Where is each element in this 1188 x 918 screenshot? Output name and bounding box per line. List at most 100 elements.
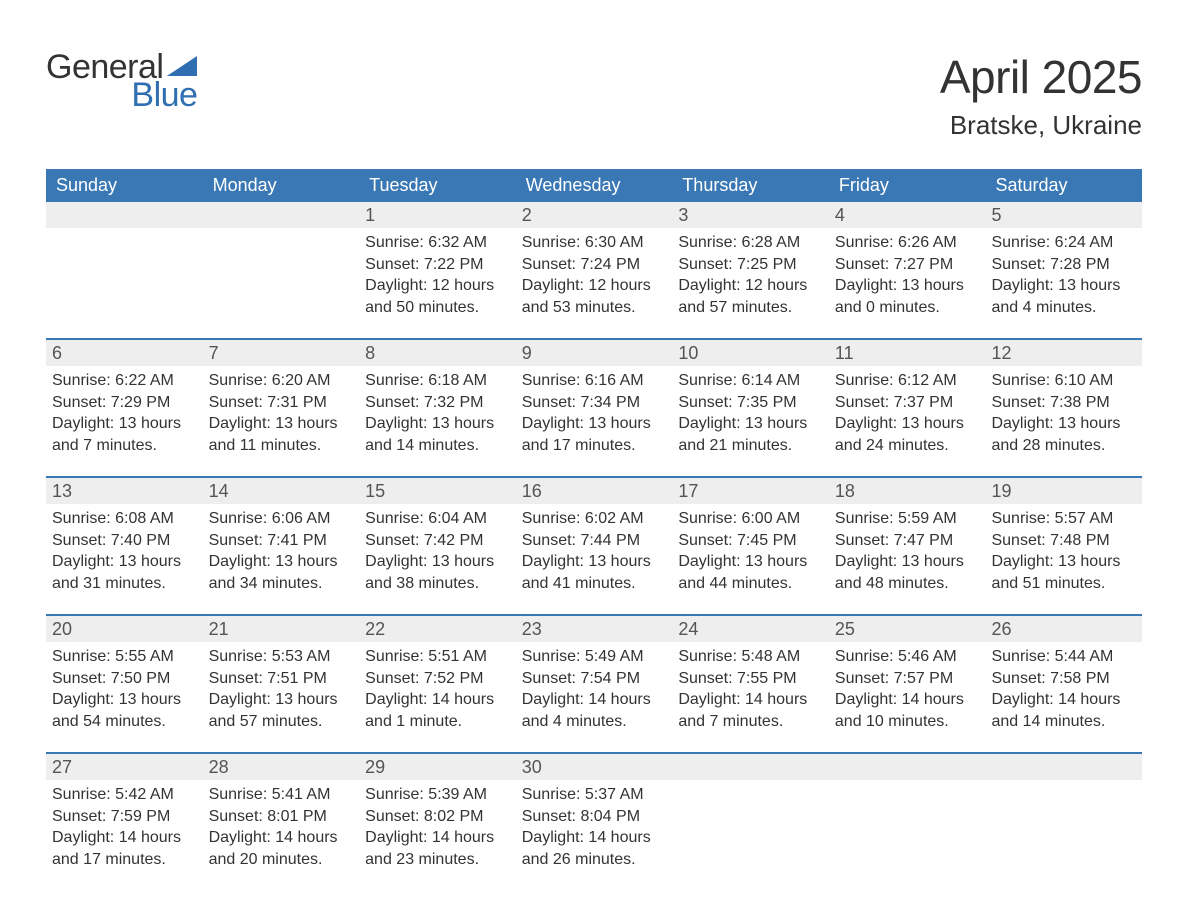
sunset-text: Sunset: 7:34 PM bbox=[522, 392, 667, 414]
day-number: 17 bbox=[672, 478, 829, 504]
day-cell: 19Sunrise: 5:57 AMSunset: 7:48 PMDayligh… bbox=[985, 478, 1142, 604]
day-body: Sunrise: 5:46 AMSunset: 7:57 PMDaylight:… bbox=[829, 642, 986, 742]
week-row: 1Sunrise: 6:32 AMSunset: 7:22 PMDaylight… bbox=[46, 202, 1142, 328]
day-body: Sunrise: 6:12 AMSunset: 7:37 PMDaylight:… bbox=[829, 366, 986, 466]
sunset-text: Sunset: 7:57 PM bbox=[835, 668, 980, 690]
page-header: General Blue April 2025 Bratske, Ukraine bbox=[46, 50, 1142, 141]
daylight-text: Daylight: 14 hours and 26 minutes. bbox=[522, 827, 667, 870]
day-cell bbox=[829, 754, 986, 880]
daylight-text: Daylight: 13 hours and 31 minutes. bbox=[52, 551, 197, 594]
day-body: Sunrise: 5:57 AMSunset: 7:48 PMDaylight:… bbox=[985, 504, 1142, 604]
sunrise-text: Sunrise: 6:08 AM bbox=[52, 508, 197, 530]
sunset-text: Sunset: 8:02 PM bbox=[365, 806, 510, 828]
daylight-text: Daylight: 14 hours and 20 minutes. bbox=[209, 827, 354, 870]
day-cell: 22Sunrise: 5:51 AMSunset: 7:52 PMDayligh… bbox=[359, 616, 516, 742]
day-body: Sunrise: 6:06 AMSunset: 7:41 PMDaylight:… bbox=[203, 504, 360, 604]
sunrise-text: Sunrise: 5:51 AM bbox=[365, 646, 510, 668]
sunset-text: Sunset: 7:27 PM bbox=[835, 254, 980, 276]
sunrise-text: Sunrise: 5:49 AM bbox=[522, 646, 667, 668]
day-number: 7 bbox=[203, 340, 360, 366]
day-number: 6 bbox=[46, 340, 203, 366]
day-cell: 2Sunrise: 6:30 AMSunset: 7:24 PMDaylight… bbox=[516, 202, 673, 328]
daylight-text: Daylight: 13 hours and 21 minutes. bbox=[678, 413, 823, 456]
day-body: Sunrise: 5:53 AMSunset: 7:51 PMDaylight:… bbox=[203, 642, 360, 742]
day-cell: 4 Sunrise: 6:26 AMSunset: 7:27 PMDaylight… bbox=[829, 202, 986, 328]
day-cell: 11Sunrise: 6:12 AMSunset: 7:37 PMDayligh… bbox=[829, 340, 986, 466]
day-body bbox=[985, 780, 1142, 880]
sunset-text: Sunset: 7:44 PM bbox=[522, 530, 667, 552]
sunrise-text: Sunrise: 6:22 AM bbox=[52, 370, 197, 392]
day-number: 2 bbox=[516, 202, 673, 228]
sunrise-text: Sunrise: 6:32 AM bbox=[365, 232, 510, 254]
daylight-text: Daylight: 13 hours and 24 minutes. bbox=[835, 413, 980, 456]
weekday-header: Tuesday bbox=[359, 169, 516, 202]
sunrise-text: Sunrise: 5:42 AM bbox=[52, 784, 197, 806]
day-number: 30 bbox=[516, 754, 673, 780]
sunrise-text: Sunrise: 6:26 AM bbox=[835, 232, 980, 254]
daylight-text: Daylight: 13 hours and 17 minutes. bbox=[522, 413, 667, 456]
weekday-header: Friday bbox=[829, 169, 986, 202]
sunset-text: Sunset: 7:54 PM bbox=[522, 668, 667, 690]
day-cell: 5Sunrise: 6:24 AMSunset: 7:28 PMDaylight… bbox=[985, 202, 1142, 328]
day-number: 20 bbox=[46, 616, 203, 642]
week-row: 6Sunrise: 6:22 AMSunset: 7:29 PMDaylight… bbox=[46, 338, 1142, 466]
day-cell: 6Sunrise: 6:22 AMSunset: 7:29 PMDaylight… bbox=[46, 340, 203, 466]
weekday-header: Thursday bbox=[672, 169, 829, 202]
daylight-text: Daylight: 13 hours and 4 minutes. bbox=[991, 275, 1136, 318]
sunset-text: Sunset: 7:55 PM bbox=[678, 668, 823, 690]
day-number: 29 bbox=[359, 754, 516, 780]
day-cell: 28Sunrise: 5:41 AMSunset: 8:01 PMDayligh… bbox=[203, 754, 360, 880]
sunrise-text: Sunrise: 5:41 AM bbox=[209, 784, 354, 806]
sunrise-text: Sunrise: 5:59 AM bbox=[835, 508, 980, 530]
day-body: Sunrise: 5:37 AMSunset: 8:04 PMDaylight:… bbox=[516, 780, 673, 880]
daylight-text: Daylight: 13 hours and 48 minutes. bbox=[835, 551, 980, 594]
daylight-text: Daylight: 13 hours and 11 minutes. bbox=[209, 413, 354, 456]
day-body: Sunrise: 5:41 AMSunset: 8:01 PMDaylight:… bbox=[203, 780, 360, 880]
day-body: Sunrise: 6:28 AMSunset: 7:25 PMDaylight:… bbox=[672, 228, 829, 328]
sunset-text: Sunset: 7:32 PM bbox=[365, 392, 510, 414]
day-body: Sunrise: 6:04 AMSunset: 7:42 PMDaylight:… bbox=[359, 504, 516, 604]
calendar: Sunday Monday Tuesday Wednesday Thursday… bbox=[46, 169, 1142, 880]
daylight-text: Daylight: 13 hours and 0 minutes. bbox=[835, 275, 980, 318]
daylight-text: Daylight: 13 hours and 7 minutes. bbox=[52, 413, 197, 456]
sunrise-text: Sunrise: 6:18 AM bbox=[365, 370, 510, 392]
day-number: 14 bbox=[203, 478, 360, 504]
day-number: 25 bbox=[829, 616, 986, 642]
daylight-text: Daylight: 14 hours and 17 minutes. bbox=[52, 827, 197, 870]
day-body: Sunrise: 6:10 AMSunset: 7:38 PMDaylight:… bbox=[985, 366, 1142, 466]
sunset-text: Sunset: 7:59 PM bbox=[52, 806, 197, 828]
title-block: April 2025 Bratske, Ukraine bbox=[940, 50, 1142, 141]
day-cell: 15Sunrise: 6:04 AMSunset: 7:42 PMDayligh… bbox=[359, 478, 516, 604]
sunset-text: Sunset: 7:48 PM bbox=[991, 530, 1136, 552]
day-body bbox=[46, 228, 203, 328]
weekday-header: Sunday bbox=[46, 169, 203, 202]
logo-text-blue: Blue bbox=[46, 78, 197, 112]
sunset-text: Sunset: 7:38 PM bbox=[991, 392, 1136, 414]
week-row: 27Sunrise: 5:42 AMSunset: 7:59 PMDayligh… bbox=[46, 752, 1142, 880]
daylight-text: Daylight: 14 hours and 14 minutes. bbox=[991, 689, 1136, 732]
day-number: 21 bbox=[203, 616, 360, 642]
sunrise-text: Sunrise: 5:44 AM bbox=[991, 646, 1136, 668]
day-body: Sunrise: 5:51 AMSunset: 7:52 PMDaylight:… bbox=[359, 642, 516, 742]
daylight-text: Daylight: 14 hours and 1 minute. bbox=[365, 689, 510, 732]
day-number: 3 bbox=[672, 202, 829, 228]
day-cell: 3Sunrise: 6:28 AMSunset: 7:25 PMDaylight… bbox=[672, 202, 829, 328]
day-number: 11 bbox=[829, 340, 986, 366]
day-body bbox=[829, 780, 986, 880]
day-body: Sunrise: 5:42 AMSunset: 7:59 PMDaylight:… bbox=[46, 780, 203, 880]
day-body: Sunrise: 6:18 AMSunset: 7:32 PMDaylight:… bbox=[359, 366, 516, 466]
day-number: 26 bbox=[985, 616, 1142, 642]
day-number: 4 bbox=[829, 202, 986, 228]
sunrise-text: Sunrise: 5:39 AM bbox=[365, 784, 510, 806]
day-body: Sunrise: 5:44 AMSunset: 7:58 PMDaylight:… bbox=[985, 642, 1142, 742]
day-body bbox=[672, 780, 829, 880]
day-number: 15 bbox=[359, 478, 516, 504]
day-body: Sunrise: 6:24 AMSunset: 7:28 PMDaylight:… bbox=[985, 228, 1142, 328]
sunset-text: Sunset: 7:40 PM bbox=[52, 530, 197, 552]
sunset-text: Sunset: 7:35 PM bbox=[678, 392, 823, 414]
sunset-text: Sunset: 7:42 PM bbox=[365, 530, 510, 552]
sunset-text: Sunset: 7:24 PM bbox=[522, 254, 667, 276]
day-body: Sunrise: 5:39 AMSunset: 8:02 PMDaylight:… bbox=[359, 780, 516, 880]
sunrise-text: Sunrise: 6:12 AM bbox=[835, 370, 980, 392]
day-number bbox=[829, 754, 986, 780]
